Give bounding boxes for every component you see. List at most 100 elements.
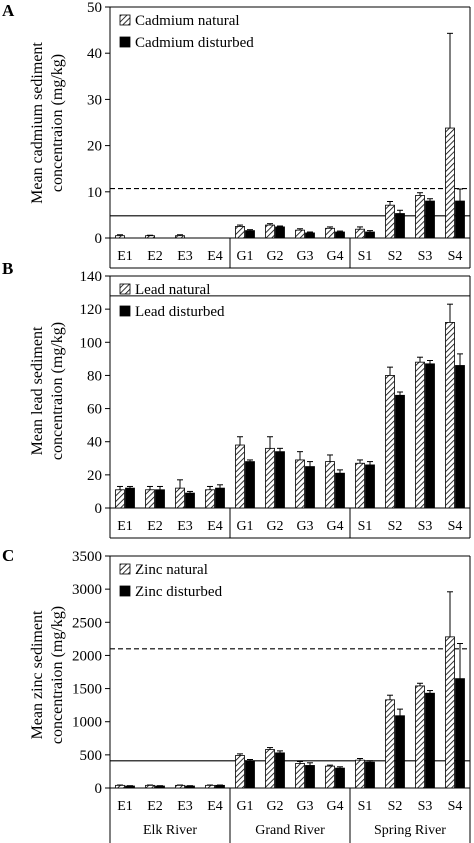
panel-zinc: C Mean zinc sediment concentraion (mg/kg…	[2, 546, 471, 843]
panel-label: A	[2, 1, 15, 20]
y-tick-label: 120	[80, 302, 103, 318]
x-tick-label: S2	[388, 249, 403, 264]
bar-natural	[235, 755, 245, 789]
bar-disturbed	[425, 692, 435, 789]
y-tick-label: 1000	[72, 715, 102, 731]
y-tick-label: 2000	[72, 648, 102, 664]
bar-natural	[295, 229, 305, 239]
bar-natural	[325, 765, 335, 789]
bar-natural	[235, 444, 245, 509]
bar-natural	[265, 224, 275, 239]
y-tick-label: 0	[95, 501, 103, 517]
x-tick-label: E3	[177, 249, 193, 264]
legend-label: Lead disturbed	[135, 304, 225, 320]
y-tick-label: 500	[80, 748, 103, 764]
y-tick-label: 100	[80, 335, 103, 351]
bar-disturbed	[365, 761, 375, 789]
bar-natural	[295, 763, 305, 789]
x-tick-label: E2	[147, 249, 163, 264]
group-label-grand: Grand River	[255, 823, 325, 838]
y-tick-label: 40	[87, 46, 102, 62]
x-tick-label: G2	[266, 519, 283, 534]
x-tick-label: G2	[266, 249, 283, 264]
x-tick-label: E3	[177, 519, 193, 534]
bar-natural	[235, 226, 245, 239]
bar-disturbed	[425, 363, 435, 509]
legend-swatch	[119, 36, 131, 48]
legend-swatch	[119, 14, 131, 26]
bar-natural	[175, 487, 185, 509]
x-tick-label: S4	[448, 519, 463, 534]
x-tick-label: S3	[418, 799, 433, 814]
x-tick-label: G4	[326, 519, 343, 534]
bar-disturbed	[335, 767, 345, 789]
y-axis-label-line1: Mean lead sediment	[29, 326, 46, 455]
legend-label: Lead natural	[135, 282, 210, 298]
bar-natural	[445, 127, 455, 239]
y-tick-label: 0	[95, 231, 103, 247]
x-tick-label: E1	[117, 799, 133, 814]
bar-disturbed	[395, 715, 405, 789]
x-tick-label: E2	[147, 799, 163, 814]
x-tick-label: S3	[418, 249, 433, 264]
legend-label: Cadmium natural	[135, 13, 240, 29]
bar-disturbed	[185, 492, 195, 509]
bar-natural	[175, 235, 185, 239]
legend-label: Zinc natural	[135, 562, 208, 578]
x-tick-label: E4	[207, 519, 223, 534]
bar-disturbed	[395, 213, 405, 239]
x-tick-label: G4	[326, 799, 343, 814]
y-tick-label: 30	[87, 92, 102, 108]
bar-natural	[145, 235, 155, 239]
x-tick-label: G2	[266, 799, 283, 814]
bar-disturbed	[245, 230, 255, 239]
bar-disturbed	[455, 200, 465, 239]
bar-natural	[325, 461, 335, 509]
y-axis-label-line1: Mean zinc sediment	[29, 610, 46, 739]
group-label-elk: Elk River	[143, 823, 197, 838]
bar-disturbed	[305, 232, 315, 239]
x-tick-label: S3	[418, 519, 433, 534]
x-tick-label: G3	[296, 249, 313, 264]
panel-cadmium: A Mean cadmium sediment concentraion (mg…	[2, 0, 471, 269]
x-tick-label: E1	[117, 249, 133, 264]
legend-swatch	[119, 563, 131, 575]
bar-disturbed	[305, 466, 315, 509]
legend-label: Zinc disturbed	[135, 584, 223, 600]
x-tick-label: G1	[236, 519, 253, 534]
bar-disturbed	[275, 451, 285, 509]
y-tick-label: 0	[95, 781, 103, 797]
bar-disturbed	[185, 785, 195, 789]
bar-disturbed	[365, 464, 375, 509]
bar-disturbed	[245, 461, 255, 509]
y-tick-label: 2500	[72, 615, 102, 631]
y-tick-label: 60	[87, 402, 102, 418]
y-tick-label: 20	[87, 468, 102, 484]
bar-disturbed	[455, 365, 465, 509]
x-tick-label: S1	[358, 519, 373, 534]
x-tick-label: S2	[388, 519, 403, 534]
bar-natural	[445, 321, 455, 509]
x-tick-label: G4	[326, 249, 343, 264]
legend-swatch	[119, 305, 131, 317]
group-label-spring: Spring River	[374, 823, 446, 838]
bar-natural	[295, 459, 305, 509]
y-axis-label-line2: concentraion (mg/kg)	[49, 322, 66, 460]
y-tick-label: 140	[80, 269, 103, 285]
bar-natural	[355, 228, 365, 239]
y-axis-label-line2: concentraion (mg/kg)	[49, 54, 66, 192]
y-axis-label-line1: Mean cadmium sediment	[29, 42, 46, 204]
x-tick-label: G1	[236, 799, 253, 814]
bar-disturbed	[335, 472, 345, 509]
x-tick-label: E3	[177, 799, 193, 814]
y-axis-label-line2: concentraion (mg/kg)	[49, 606, 66, 744]
y-tick-label: 1500	[72, 682, 102, 698]
x-tick-label: E2	[147, 519, 163, 534]
bar-natural	[415, 685, 425, 789]
legend-swatch	[119, 585, 131, 597]
y-tick-label: 3500	[72, 549, 102, 565]
x-tick-label: S1	[358, 249, 373, 264]
bar-disturbed	[215, 487, 225, 509]
bar-natural	[205, 784, 215, 789]
